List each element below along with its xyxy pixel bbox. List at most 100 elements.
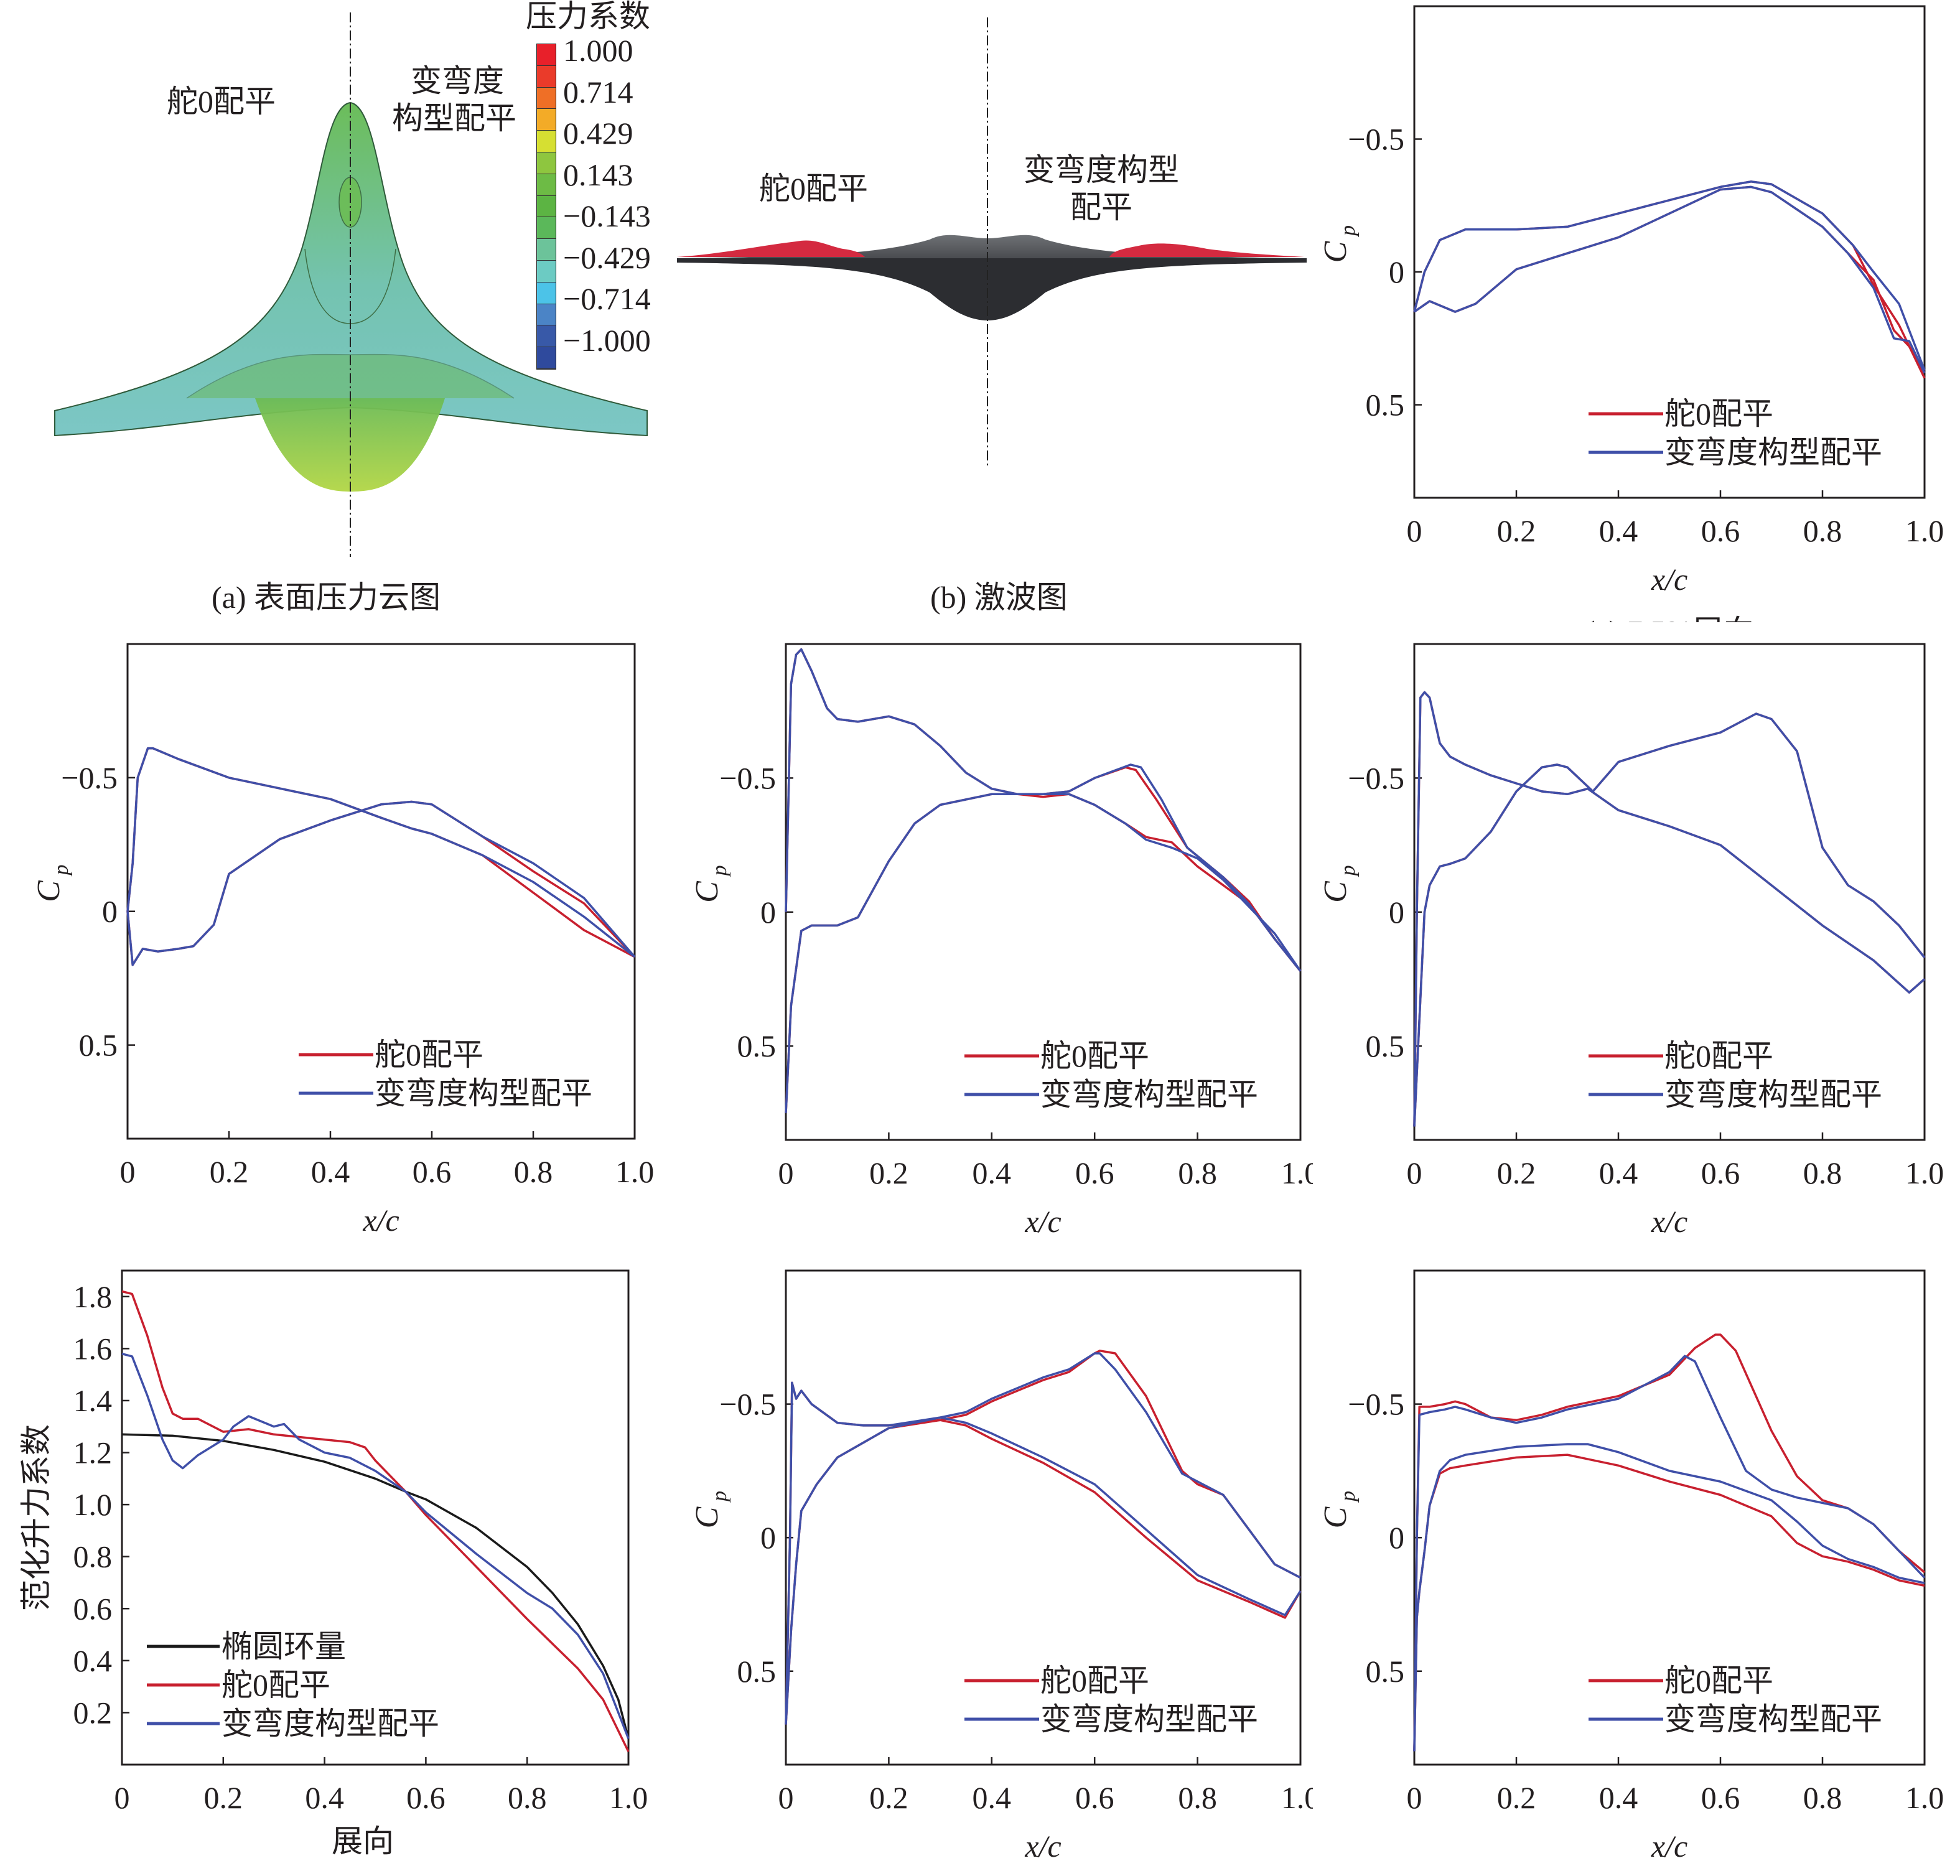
panel-a-caption: (a) 表面压力云图 (212, 580, 441, 615)
y-tick-label: 0.8 (73, 1539, 113, 1574)
wing-pressure-contour-image (54, 12, 648, 557)
colorbar-tick-label: −1.000 (563, 322, 651, 358)
y-axis-label: 范化升力系数 (19, 1424, 54, 1611)
legend-label: 变弯度构型配平 (375, 1076, 592, 1111)
y-axis-label-main: C (1318, 1506, 1353, 1528)
x-tick-label: 0 (778, 1780, 794, 1815)
y-tick-label: −0.5 (1348, 760, 1404, 795)
series-line-red (121, 1290, 630, 1752)
colorbar-tick-label: 0.429 (563, 116, 633, 151)
x-tick-label: 0 (778, 1155, 794, 1190)
x-tick-label: 0.6 (406, 1780, 446, 1815)
x-tick-label: 0.4 (1599, 1780, 1638, 1815)
y-axis-label: Cp (689, 866, 731, 903)
colorbar-band (537, 109, 556, 131)
label-variable-camber-line1: 变弯度构型 (1024, 152, 1179, 187)
colorbar-tick-label: −0.429 (563, 240, 651, 275)
x-axis-label: x/c (1024, 1829, 1061, 1864)
y-axis-label: Cp (1318, 225, 1360, 263)
colorbar-band (537, 131, 556, 152)
x-tick-label: 0.6 (1075, 1155, 1114, 1190)
x-tick-label: 0.4 (305, 1780, 344, 1815)
y-axis-label-main: C (1318, 880, 1353, 903)
colorbar-tick-label: −0.143 (563, 198, 651, 233)
colorbar-tick-label: 0.714 (563, 74, 633, 110)
chart-panel-g: 0 0.2 0.4 0.6 0.8 1.0 0.2 0.4 0.6 0.8 1.0 1.2 1.4 1.6… (0, 1251, 653, 1873)
x-axis-label: x/c (1651, 1829, 1687, 1864)
plot-frame (1413, 5, 1926, 499)
x-tick-label: 0 (1407, 1780, 1422, 1815)
label-rudder-zero-trim: 舵0配平 (759, 171, 868, 206)
colorbar-tick-label: 1.000 (563, 33, 633, 68)
y-axis-label-main: C (1318, 240, 1353, 263)
legend-label: 变弯度构型配平 (1040, 1077, 1258, 1112)
x-tick-label: 0 (1407, 1155, 1422, 1190)
y-tick-label: −0.5 (1348, 1387, 1404, 1422)
plot-frame (1413, 1269, 1926, 1766)
plot-frame (126, 643, 636, 1140)
legend-label: 舵0配平 (1664, 1663, 1773, 1698)
x-tick-label: 0.2 (1497, 1780, 1536, 1815)
y-tick-label: 0 (102, 894, 118, 929)
legend-label: 变弯度构型配平 (1040, 1702, 1258, 1737)
x-tick-label: 0.2 (1497, 1155, 1536, 1190)
x-tick-label: 1.0 (1905, 1780, 1944, 1815)
plot-frame (785, 1269, 1302, 1766)
x-tick-label: 1.0 (1905, 1155, 1944, 1190)
shock-region-right (1109, 243, 1304, 257)
legend-label: 椭圆环量 (222, 1629, 346, 1664)
colorbar-title: 压力系数 (526, 0, 650, 34)
colorbar-band (537, 44, 556, 66)
chart-e-svg: 0 0.2 0.4 0.6 0.8 1.0−0.500.5x/cCp舵0配平变弯度构型配平… (689, 643, 1320, 1291)
y-axis-label-sub: p (1337, 866, 1360, 877)
chart-h-svg: 0 0.2 0.4 0.6 0.8 1.0−0.500.5x/cCp舵0配平变弯度构型配平… (689, 1269, 1320, 1864)
colorbar-band (537, 87, 556, 110)
x-tick-label: 1.0 (1905, 513, 1944, 548)
x-tick-label: 0.4 (1599, 513, 1638, 548)
x-tick-label: 0.8 (1803, 1780, 1842, 1815)
y-tick-label: 1.4 (73, 1383, 113, 1418)
y-tick-label: 0.5 (1366, 1029, 1405, 1063)
colorbar-band (537, 325, 556, 348)
x-tick-label: 0.4 (311, 1154, 350, 1189)
series-line-blue (126, 747, 636, 958)
colorbar-band (537, 152, 556, 174)
x-tick-label: 0.8 (1803, 513, 1842, 548)
y-axis-label: Cp (689, 1491, 731, 1528)
series-line-red (1414, 185, 1926, 374)
legend-label: 变弯度构型配平 (1664, 1702, 1882, 1737)
x-tick-label: 0.8 (1178, 1780, 1217, 1815)
panel-a-pressure-contour: 舵0配平 变弯度 构型配平 压力系数 1.000 0.714 0.429 0.143 −… (0, 0, 672, 622)
panel-b-caption: (b) 激波图 (930, 580, 1068, 615)
series-line-blue (1413, 1355, 1926, 1752)
y-axis-label: Cp (1318, 866, 1360, 903)
x-tick-label: 0.8 (1178, 1155, 1217, 1190)
x-tick-label: 0 (114, 1780, 130, 1815)
y-tick-label: 0.5 (79, 1028, 118, 1063)
plot-frame (121, 1269, 630, 1766)
y-axis-label: Cp (31, 865, 73, 902)
y-tick-label: 0.5 (1366, 1654, 1405, 1689)
colorbar-band (537, 217, 556, 240)
y-tick-label: 1.0 (73, 1487, 113, 1522)
series-line-blue (785, 1352, 1301, 1725)
label-rudder-zero-trim: 舵0配平 (167, 84, 276, 119)
y-tick-label: 0.4 (73, 1643, 113, 1678)
x-axis-label: x/c (1651, 1204, 1687, 1239)
x-tick-label: 0.4 (973, 1155, 1012, 1190)
series-line-blue (785, 1416, 1302, 1725)
y-tick-label: 0.5 (1366, 388, 1405, 422)
x-tick-label: 0.6 (1701, 1780, 1740, 1815)
x-tick-label: 0.6 (1701, 513, 1740, 548)
x-axis-label: x/c (1024, 1204, 1061, 1239)
x-tick-label: 0.8 (1803, 1155, 1842, 1190)
chart-d-svg: 0 0.2 0.4 0.6 0.8 1.0 −0.5 0 0.5 x/c Cp 舵0配平变弯度构型配平… (31, 643, 654, 1290)
colorbar-band (537, 195, 556, 218)
y-axis-label-sub: p (1337, 225, 1360, 237)
legend-label: 舵0配平 (222, 1668, 330, 1702)
